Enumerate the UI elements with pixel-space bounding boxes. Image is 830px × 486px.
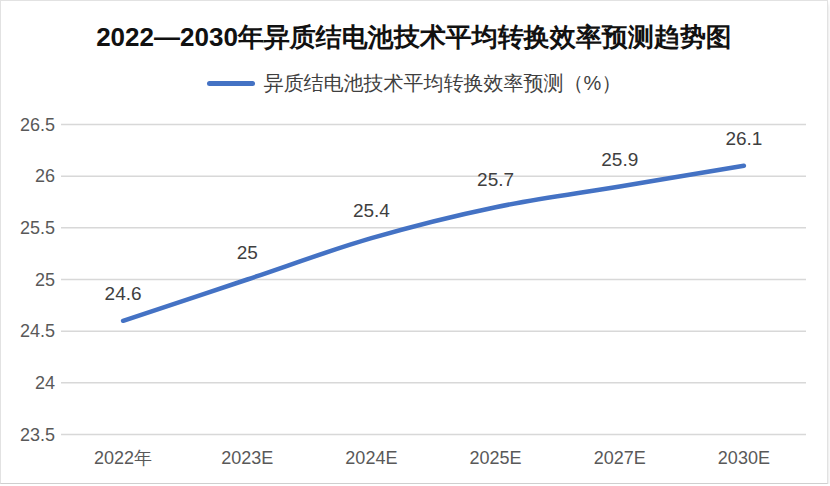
data-point-label: 25 [197,242,297,264]
data-point-label: 24.6 [73,283,173,305]
chart-card: 2022—2030年异质结电池技术平均转换效率预测趋势图 异质结电池技术平均转换… [0,0,828,484]
data-point-label: 25.7 [446,169,546,191]
data-point-label: 25.9 [570,149,670,171]
gridlines [61,125,806,435]
y-tick-label: 24 [1,372,55,394]
y-tick-label: 23.5 [1,424,55,446]
y-tick-label: 25.5 [1,217,55,239]
data-point-label: 25.4 [321,200,421,222]
y-tick-label: 26 [1,165,55,187]
y-tick-label: 25 [1,269,55,291]
data-point-label: 26.1 [694,128,794,150]
plot-area [1,1,828,484]
x-tick-label: 2025E [434,447,558,469]
x-tick-label: 2027E [558,447,682,469]
x-tick-label: 2024E [309,447,433,469]
x-tick-label: 2030E [682,447,806,469]
y-tick-label: 24.5 [1,320,55,342]
x-tick-label: 2023E [185,447,309,469]
x-tick-label: 2022年 [61,447,185,469]
y-tick-label: 26.5 [1,114,55,136]
